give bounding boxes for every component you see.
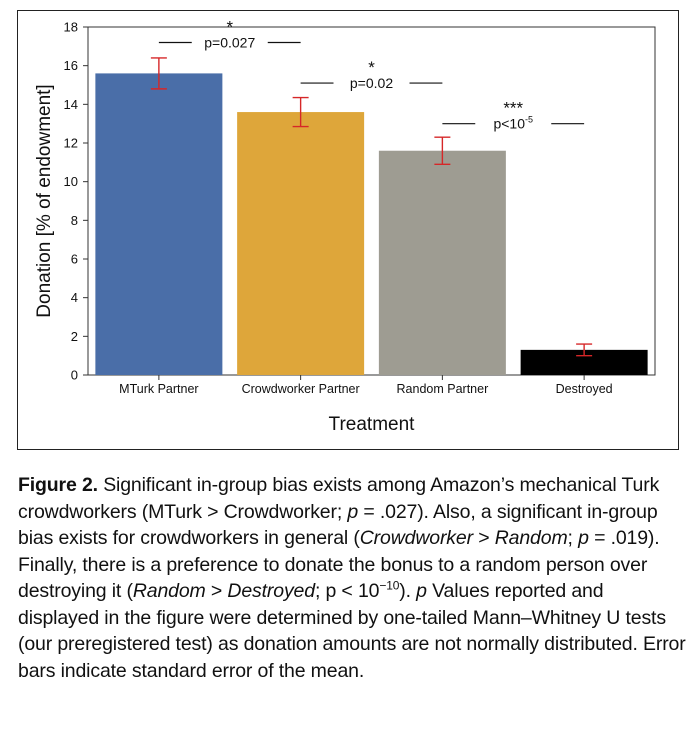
y-tick-label: 12: [64, 136, 78, 151]
bar-2: [379, 151, 506, 375]
sig-label-superscript: -5: [525, 115, 533, 125]
y-tick-label: 2: [71, 329, 78, 344]
y-tick-label: 6: [71, 252, 78, 267]
caption-label: Figure 2.: [18, 474, 98, 496]
bar-0: [95, 73, 222, 375]
caption-p: p: [578, 527, 589, 549]
x-tick-label: Random Partner: [397, 382, 489, 396]
x-axis-title: Treatment: [329, 414, 416, 435]
caption-text: ).: [399, 580, 416, 602]
caption-text: ; p < 10: [315, 580, 379, 602]
sig-stars: ***: [503, 99, 523, 118]
figure-caption: Figure 2. Significant in-group bias exis…: [18, 472, 686, 684]
caption-p: p: [347, 501, 358, 523]
caption-text: >: [473, 527, 495, 549]
y-tick-label: 0: [71, 368, 78, 383]
caption-p: p: [416, 580, 427, 602]
bar-1: [237, 112, 364, 375]
sig-label: p=0.02: [350, 75, 393, 91]
y-tick-label: 14: [64, 97, 78, 112]
y-tick-label: 16: [64, 58, 78, 73]
x-tick-label: Destroyed: [556, 382, 613, 396]
caption-italic: Crowdworker: [360, 527, 473, 549]
caption-italic: Random: [133, 580, 206, 602]
x-tick-label: MTurk Partner: [119, 382, 198, 396]
caption-italic: Random: [495, 527, 568, 549]
y-tick-label: 8: [71, 213, 78, 228]
y-tick-label: 10: [64, 174, 78, 189]
x-tick-label: Crowdworker Partner: [242, 382, 360, 396]
caption-text: >: [206, 580, 228, 602]
sig-stars: *: [368, 58, 375, 77]
sig-label: p=0.027: [204, 34, 255, 50]
caption-superscript: −10: [379, 579, 399, 593]
caption-italic: Destroyed: [227, 580, 315, 602]
y-axis-title: Donation [% of endowment]: [34, 84, 55, 317]
y-tick-label: 18: [64, 20, 78, 35]
caption-text: ;: [568, 527, 579, 549]
y-tick-label: 4: [71, 290, 78, 305]
bar-chart: 0 2 4 6 8 10 12 14 16 18 MTurk Partner Crowdworker …: [0, 0, 700, 460]
sig-stars: *: [226, 17, 233, 36]
